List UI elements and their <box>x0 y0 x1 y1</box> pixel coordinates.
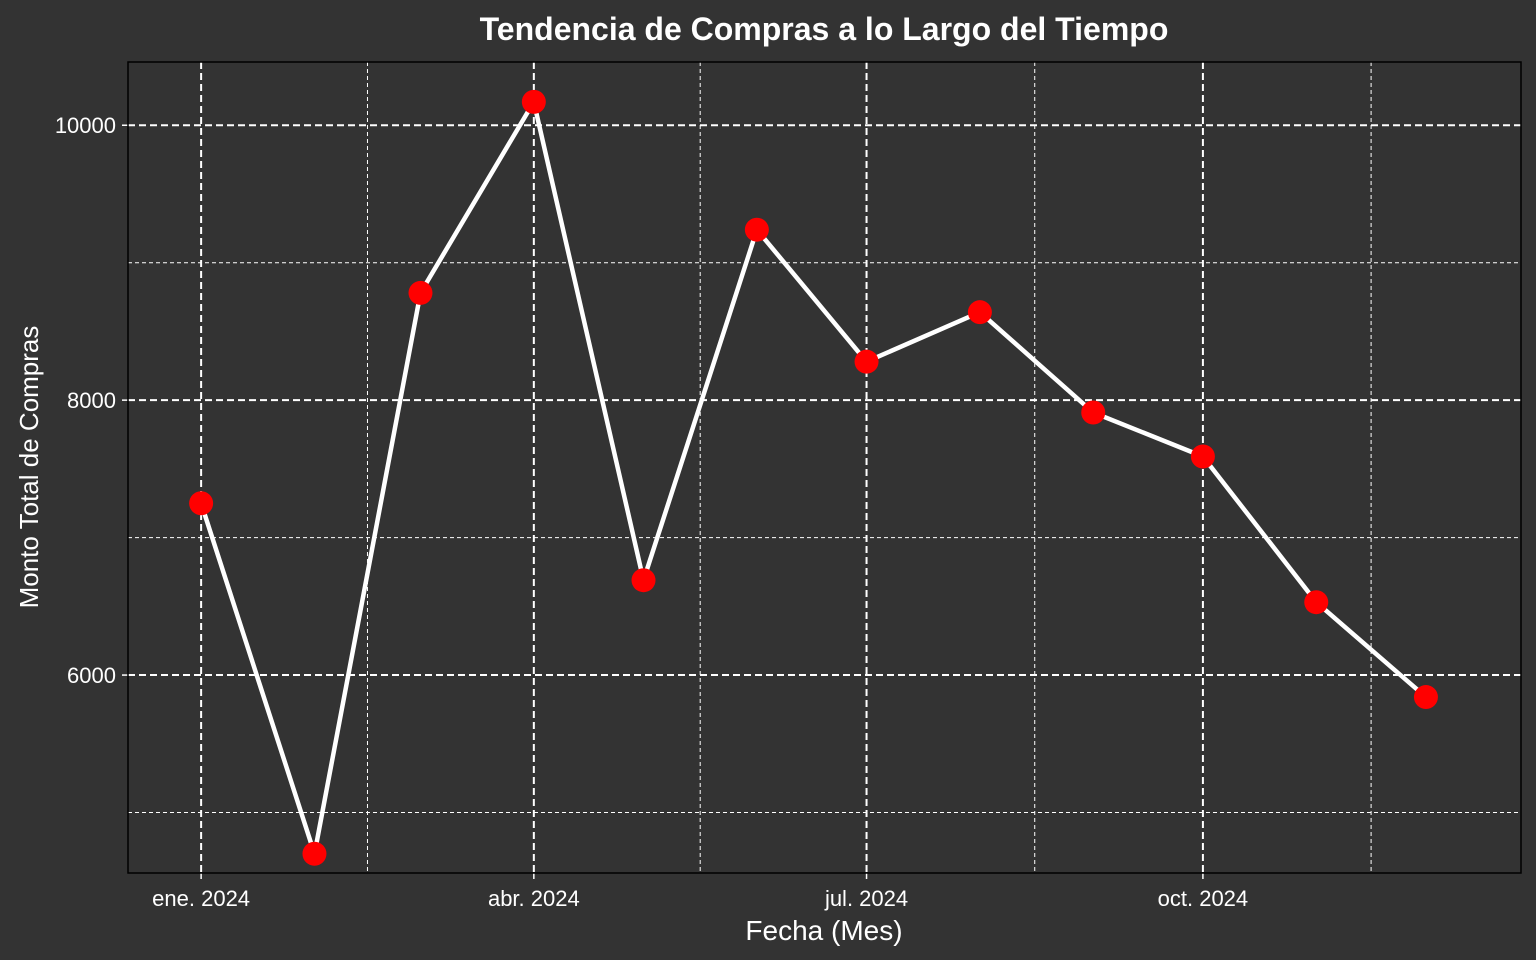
y-axis-label: Monto Total de Compras <box>14 326 44 609</box>
data-point[interactable] <box>1190 444 1215 469</box>
x-tick-label: abr. 2024 <box>488 886 580 911</box>
chart-title: Tendencia de Compras a lo Largo del Tiem… <box>480 11 1169 47</box>
x-tick-label: oct. 2024 <box>1158 886 1249 911</box>
data-point[interactable] <box>1081 400 1106 425</box>
data-point[interactable] <box>967 300 992 325</box>
x-tick-label: ene. 2024 <box>152 886 250 911</box>
x-axis-label: Fecha (Mes) <box>745 915 902 946</box>
data-point[interactable] <box>854 349 879 374</box>
data-point[interactable] <box>189 491 214 516</box>
data-point[interactable] <box>1413 685 1438 710</box>
data-point[interactable] <box>408 280 433 305</box>
y-tick-label: 8000 <box>67 388 116 413</box>
plot-border <box>127 61 1522 874</box>
y-tick-label: 6000 <box>67 663 116 688</box>
data-point[interactable] <box>521 89 546 114</box>
plot-panel <box>128 62 1521 873</box>
data-point[interactable] <box>744 217 769 242</box>
data-point[interactable] <box>1304 590 1329 615</box>
plot-area: ene. 2024 abr. 2024 jul. 2024 oct. 2024 6000… <box>55 61 1522 911</box>
data-point[interactable] <box>302 841 327 866</box>
y-tick-label: 10000 <box>55 113 116 138</box>
series-line <box>198 99 1429 857</box>
x-tick-label: jul. 2024 <box>824 886 908 911</box>
data-point[interactable] <box>631 568 656 593</box>
